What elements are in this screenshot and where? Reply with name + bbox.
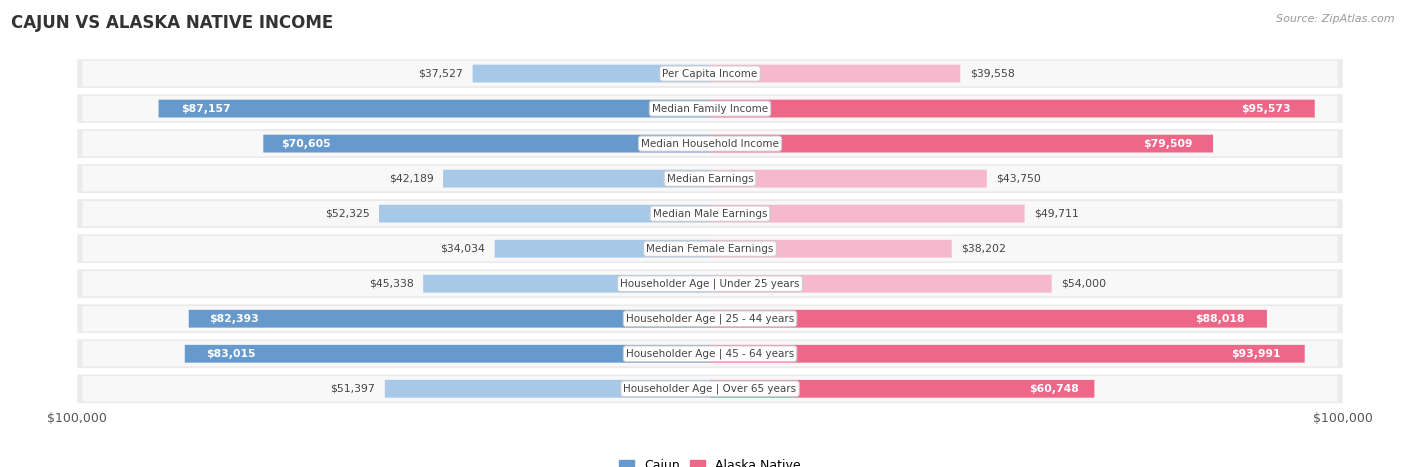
Text: $42,189: $42,189: [389, 174, 433, 184]
Text: $52,325: $52,325: [325, 209, 370, 219]
Text: Median Household Income: Median Household Income: [641, 139, 779, 149]
Text: $45,338: $45,338: [368, 279, 413, 289]
Text: $83,015: $83,015: [205, 349, 256, 359]
Text: Per Capita Income: Per Capita Income: [662, 69, 758, 78]
FancyBboxPatch shape: [495, 240, 710, 258]
Text: $51,397: $51,397: [330, 384, 375, 394]
FancyBboxPatch shape: [710, 170, 987, 188]
FancyBboxPatch shape: [83, 341, 1337, 367]
Text: $37,527: $37,527: [419, 69, 463, 78]
Text: $87,157: $87,157: [180, 104, 231, 113]
FancyBboxPatch shape: [443, 170, 710, 188]
FancyBboxPatch shape: [710, 380, 1094, 398]
FancyBboxPatch shape: [83, 131, 1337, 156]
Text: $79,509: $79,509: [1143, 139, 1192, 149]
Text: $49,711: $49,711: [1033, 209, 1078, 219]
FancyBboxPatch shape: [710, 310, 1267, 328]
Text: $38,202: $38,202: [962, 244, 1007, 254]
FancyBboxPatch shape: [83, 166, 1337, 191]
FancyBboxPatch shape: [423, 275, 710, 293]
FancyBboxPatch shape: [710, 134, 1213, 153]
Text: $60,748: $60,748: [1029, 384, 1078, 394]
FancyBboxPatch shape: [184, 345, 710, 363]
Text: $34,034: $34,034: [440, 244, 485, 254]
Text: CAJUN VS ALASKA NATIVE INCOME: CAJUN VS ALASKA NATIVE INCOME: [11, 14, 333, 32]
FancyBboxPatch shape: [188, 310, 710, 328]
Text: $82,393: $82,393: [209, 314, 259, 324]
FancyBboxPatch shape: [77, 375, 1343, 403]
Text: Householder Age | 45 - 64 years: Householder Age | 45 - 64 years: [626, 348, 794, 359]
FancyBboxPatch shape: [263, 134, 710, 153]
FancyBboxPatch shape: [380, 205, 710, 223]
FancyBboxPatch shape: [710, 99, 1315, 118]
FancyBboxPatch shape: [83, 201, 1337, 226]
Text: $93,991: $93,991: [1232, 349, 1281, 359]
FancyBboxPatch shape: [77, 164, 1343, 193]
FancyBboxPatch shape: [710, 205, 1025, 223]
Text: $43,750: $43,750: [997, 174, 1042, 184]
FancyBboxPatch shape: [77, 234, 1343, 263]
FancyBboxPatch shape: [77, 269, 1343, 298]
Text: Householder Age | Over 65 years: Householder Age | Over 65 years: [623, 383, 797, 394]
FancyBboxPatch shape: [710, 64, 960, 83]
FancyBboxPatch shape: [83, 96, 1337, 121]
FancyBboxPatch shape: [472, 64, 710, 83]
Text: $54,000: $54,000: [1062, 279, 1107, 289]
Text: Median Earnings: Median Earnings: [666, 174, 754, 184]
Text: Householder Age | 25 - 44 years: Householder Age | 25 - 44 years: [626, 313, 794, 324]
FancyBboxPatch shape: [77, 199, 1343, 228]
FancyBboxPatch shape: [83, 236, 1337, 262]
FancyBboxPatch shape: [77, 340, 1343, 368]
FancyBboxPatch shape: [77, 304, 1343, 333]
FancyBboxPatch shape: [710, 240, 952, 258]
FancyBboxPatch shape: [385, 380, 710, 398]
FancyBboxPatch shape: [710, 275, 1052, 293]
FancyBboxPatch shape: [77, 129, 1343, 158]
FancyBboxPatch shape: [77, 59, 1343, 88]
FancyBboxPatch shape: [710, 345, 1305, 363]
Text: $88,018: $88,018: [1195, 314, 1244, 324]
Legend: Cajun, Alaska Native: Cajun, Alaska Native: [614, 454, 806, 467]
FancyBboxPatch shape: [83, 61, 1337, 86]
Text: Median Family Income: Median Family Income: [652, 104, 768, 113]
Text: $70,605: $70,605: [281, 139, 330, 149]
FancyBboxPatch shape: [83, 306, 1337, 332]
Text: Householder Age | Under 25 years: Householder Age | Under 25 years: [620, 278, 800, 289]
Text: $39,558: $39,558: [970, 69, 1015, 78]
Text: Median Female Earnings: Median Female Earnings: [647, 244, 773, 254]
FancyBboxPatch shape: [77, 94, 1343, 123]
FancyBboxPatch shape: [159, 99, 710, 118]
Text: $95,573: $95,573: [1241, 104, 1291, 113]
FancyBboxPatch shape: [83, 271, 1337, 297]
Text: Source: ZipAtlas.com: Source: ZipAtlas.com: [1277, 14, 1395, 24]
Text: Median Male Earnings: Median Male Earnings: [652, 209, 768, 219]
FancyBboxPatch shape: [83, 376, 1337, 402]
